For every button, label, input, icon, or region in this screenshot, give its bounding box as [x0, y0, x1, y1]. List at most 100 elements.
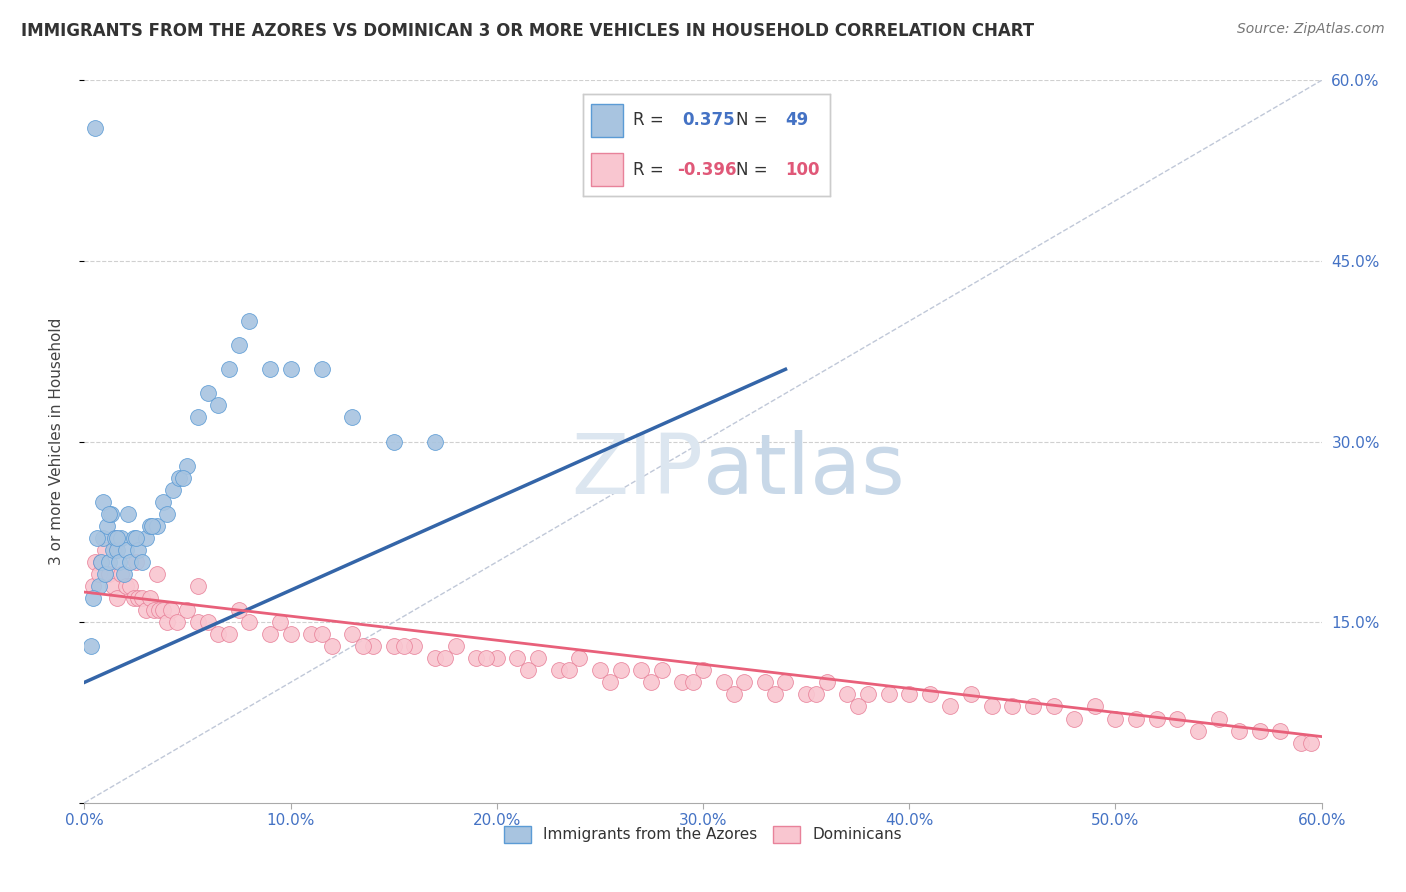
Point	[114, 542, 136, 557]
Point	[434, 651, 457, 665]
Point	[527, 651, 550, 665]
Point	[118, 555, 141, 569]
Point	[98, 567, 121, 582]
Bar	[591, 153, 623, 186]
Point	[90, 555, 112, 569]
Point	[94, 542, 117, 557]
Point	[87, 579, 110, 593]
Point	[110, 567, 132, 582]
Point	[877, 687, 900, 701]
Point	[671, 675, 693, 690]
Point	[361, 639, 384, 653]
Point	[733, 675, 755, 690]
Point	[118, 579, 141, 593]
Point	[122, 531, 145, 545]
Point	[1166, 712, 1188, 726]
Point	[112, 567, 135, 582]
Point	[152, 603, 174, 617]
Point	[156, 615, 179, 630]
Point	[82, 579, 104, 593]
Point	[98, 555, 121, 569]
Point	[259, 362, 281, 376]
Point	[599, 675, 621, 690]
Legend: Immigrants from the Azores, Dominicans: Immigrants from the Azores, Dominicans	[498, 820, 908, 849]
Point	[558, 664, 581, 678]
Point	[960, 687, 983, 701]
Bar	[591, 104, 623, 136]
Text: R =: R =	[633, 112, 664, 129]
Point	[321, 639, 343, 653]
Text: 0.375: 0.375	[682, 112, 734, 129]
Point	[167, 470, 190, 484]
Point	[145, 518, 167, 533]
Point	[444, 639, 467, 653]
Point	[723, 687, 745, 701]
Point	[1084, 699, 1107, 714]
Point	[91, 494, 114, 508]
Point	[423, 651, 446, 665]
Point	[1042, 699, 1064, 714]
Point	[127, 542, 149, 557]
Point	[980, 699, 1002, 714]
Point	[352, 639, 374, 653]
Point	[96, 518, 118, 533]
Point	[104, 531, 127, 545]
Point	[100, 507, 122, 521]
Point	[207, 398, 229, 412]
Point	[94, 567, 117, 582]
Point	[299, 627, 322, 641]
Point	[382, 639, 405, 653]
Point	[898, 687, 921, 701]
Point	[218, 627, 240, 641]
Point	[207, 627, 229, 641]
Point	[98, 507, 121, 521]
Point	[1146, 712, 1168, 726]
Point	[1063, 712, 1085, 726]
Point	[125, 555, 148, 569]
Point	[269, 615, 291, 630]
Point	[846, 699, 869, 714]
Point	[117, 507, 139, 521]
Point	[516, 664, 538, 678]
Text: N =: N =	[737, 161, 768, 178]
Point	[135, 603, 157, 617]
Point	[218, 362, 240, 376]
Point	[1104, 712, 1126, 726]
Point	[104, 531, 127, 545]
Point	[589, 664, 612, 678]
Point	[86, 531, 108, 545]
Point	[280, 362, 302, 376]
Point	[172, 470, 194, 484]
Text: ZIP: ZIP	[571, 430, 703, 511]
Point	[187, 615, 209, 630]
Point	[1289, 735, 1312, 749]
Point	[806, 687, 828, 701]
Point	[160, 603, 183, 617]
Point	[127, 591, 149, 605]
Point	[87, 567, 110, 582]
Point	[1001, 699, 1024, 714]
Point	[105, 591, 128, 605]
Point	[83, 555, 105, 569]
Point	[139, 591, 162, 605]
Text: -0.396: -0.396	[678, 161, 737, 178]
Text: atlas: atlas	[703, 430, 904, 511]
Point	[382, 434, 405, 449]
Point	[139, 518, 162, 533]
Point	[1187, 723, 1209, 738]
Point	[176, 458, 198, 473]
Point	[939, 699, 962, 714]
Point	[754, 675, 776, 690]
Point	[1301, 735, 1323, 749]
Point	[143, 603, 166, 617]
Point	[640, 675, 662, 690]
Point	[131, 555, 153, 569]
Text: IMMIGRANTS FROM THE AZORES VS DOMINICAN 3 OR MORE VEHICLES IN HOUSEHOLD CORRELAT: IMMIGRANTS FROM THE AZORES VS DOMINICAN …	[21, 22, 1035, 40]
Point	[568, 651, 591, 665]
Point	[83, 121, 105, 136]
Point	[506, 651, 529, 665]
Point	[131, 591, 153, 605]
Point	[485, 651, 508, 665]
Point	[404, 639, 426, 653]
Point	[465, 651, 488, 665]
